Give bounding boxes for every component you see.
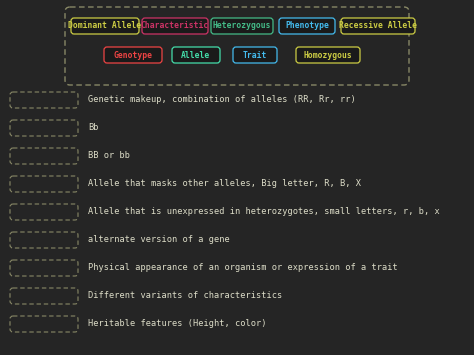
Text: Heterozygous: Heterozygous [213, 22, 271, 31]
FancyBboxPatch shape [341, 18, 415, 34]
Text: Trait: Trait [243, 50, 267, 60]
Text: Genotype: Genotype [113, 50, 153, 60]
Text: Recessive Allele: Recessive Allele [339, 22, 417, 31]
Text: BB or bb: BB or bb [88, 152, 130, 160]
FancyBboxPatch shape [296, 47, 360, 63]
FancyBboxPatch shape [172, 47, 220, 63]
FancyBboxPatch shape [233, 47, 277, 63]
Text: Allele that masks other alleles, Big letter, R, B, X: Allele that masks other alleles, Big let… [88, 180, 361, 189]
Text: Genetic makeup, combination of alleles (RR, Rr, rr): Genetic makeup, combination of alleles (… [88, 95, 356, 104]
Text: Allele: Allele [182, 50, 210, 60]
Text: Characteristic: Characteristic [141, 22, 209, 31]
Text: Homozygous: Homozygous [304, 50, 352, 60]
Text: Dominant Allele: Dominant Allele [68, 22, 142, 31]
Text: Bb: Bb [88, 124, 99, 132]
Text: alternate version of a gene: alternate version of a gene [88, 235, 230, 245]
Text: Physical appearance of an organism or expression of a trait: Physical appearance of an organism or ex… [88, 263, 398, 273]
Text: Different variants of characteristics: Different variants of characteristics [88, 291, 282, 300]
FancyBboxPatch shape [142, 18, 208, 34]
Text: Heritable features (Height, color): Heritable features (Height, color) [88, 320, 266, 328]
FancyBboxPatch shape [71, 18, 139, 34]
FancyBboxPatch shape [104, 47, 162, 63]
FancyBboxPatch shape [211, 18, 273, 34]
FancyBboxPatch shape [279, 18, 335, 34]
Text: Phenotype: Phenotype [285, 22, 329, 31]
Text: Allele that is unexpressed in heterozygotes, small letters, r, b, x: Allele that is unexpressed in heterozygo… [88, 208, 440, 217]
